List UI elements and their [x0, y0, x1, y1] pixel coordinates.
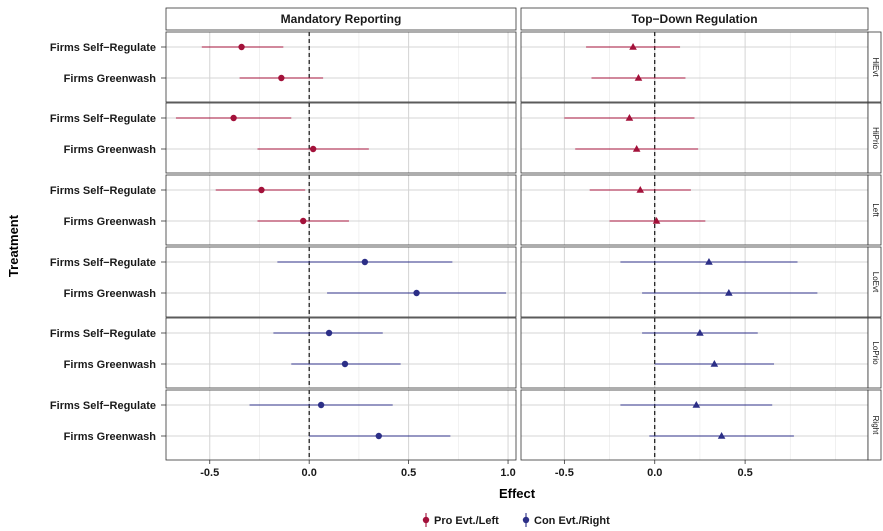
point-estimate: [710, 360, 719, 367]
y-tick-label: Firms Greenwash: [64, 73, 157, 85]
facet-panel: [165, 102, 517, 174]
x-tick-label: -0.5: [555, 467, 574, 479]
facet-panel-border: [165, 389, 517, 461]
facet-header-label: Top−Down Regulation: [631, 12, 757, 26]
point-estimate: [696, 329, 704, 336]
x-tick-label: 0.0: [302, 467, 317, 479]
x-tick-label: -0.5: [200, 467, 219, 479]
x-tick-label: 0.5: [737, 467, 752, 479]
point-estimate: [375, 432, 382, 440]
facet-row-strip: [867, 102, 882, 174]
facet-header-strip: [165, 7, 517, 31]
facet-row-label: Right: [871, 416, 880, 435]
facet-panel-border: [520, 317, 869, 389]
y-tick-label: Firms Self−Regulate: [50, 113, 156, 125]
y-tick-label: Firms Greenwash: [64, 288, 157, 300]
y-tick-label: Firms Self−Regulate: [50, 400, 156, 412]
point-estimate: [652, 217, 661, 224]
facet-panel-border: [165, 246, 517, 318]
facet-row-strip: [867, 317, 882, 389]
point-estimate: [625, 114, 634, 121]
legend-label: Con Evt./Right: [534, 515, 610, 527]
facet-panel: [520, 174, 869, 246]
facet-panel-border: [165, 174, 517, 246]
facet-row-label: LoEvt: [871, 272, 880, 293]
facet-panel-border: [165, 317, 517, 389]
facet-panel: [520, 246, 869, 318]
facet-row-strip: [867, 246, 882, 318]
facet-panel: [165, 31, 517, 103]
point-estimate: [325, 329, 333, 337]
point-estimate: [692, 401, 701, 408]
point-estimate: [636, 186, 645, 193]
legend-key-marker: [422, 516, 430, 524]
facet-row-strip: [867, 389, 882, 461]
y-tick-label: Firms Self−Regulate: [50, 328, 156, 340]
y-tick-label: Firms Self−Regulate: [50, 257, 156, 269]
y-tick-label: Firms Self−Regulate: [50, 185, 156, 197]
x-tick-label: 0.0: [647, 467, 662, 479]
legend-key-marker: [522, 516, 530, 524]
facet-panel: [165, 317, 517, 389]
y-tick-label: Firms Greenwash: [64, 144, 157, 156]
facet-panel-border: [520, 174, 869, 246]
point-estimate: [309, 145, 317, 153]
y-axis-title: Treatment: [6, 214, 21, 277]
facet-row-label: Left: [871, 203, 880, 217]
facet-panel-border: [520, 246, 869, 318]
point-estimate: [278, 74, 285, 82]
facet-panel: [165, 246, 517, 318]
point-estimate: [634, 74, 643, 81]
point-estimate: [629, 43, 637, 50]
x-tick-label: 1.0: [500, 467, 515, 479]
facet-row-label: HiEvt: [871, 57, 880, 77]
point-estimate: [413, 289, 420, 297]
facet-row-label: LoPrio: [871, 341, 880, 365]
facet-panel: [520, 317, 869, 389]
facet-panel: [520, 389, 869, 461]
y-tick-label: Firms Greenwash: [64, 216, 157, 228]
y-tick-label: Firms Greenwash: [64, 431, 157, 443]
legend-label: Pro Evt./Left: [434, 515, 499, 527]
x-tick-label: 0.5: [401, 467, 416, 479]
point-estimate: [361, 258, 369, 266]
facet-panel-border: [165, 102, 517, 174]
facet-panel-border: [165, 31, 517, 103]
facet-row-label: HiPrio: [871, 127, 880, 149]
facet-header-strip: [520, 7, 869, 31]
point-estimate: [238, 43, 245, 51]
y-tick-label: Firms Self−Regulate: [50, 42, 156, 54]
point-estimate: [258, 186, 265, 194]
facet-panel-border: [520, 389, 869, 461]
facet-panel-border: [520, 31, 869, 103]
point-estimate: [705, 258, 713, 265]
point-estimate: [725, 289, 733, 296]
facet-panel: [520, 31, 869, 103]
facet-panel: [520, 102, 869, 174]
facet-panel: [165, 174, 517, 246]
point-estimate: [632, 145, 641, 152]
facet-panel: [165, 389, 517, 461]
facet-row-strip: [867, 31, 882, 103]
point-estimate: [717, 432, 726, 439]
point-estimate: [317, 401, 325, 409]
point-estimate: [300, 217, 307, 225]
facet-header-label: Mandatory Reporting: [281, 12, 402, 26]
point-estimate: [230, 114, 237, 122]
facet-row-strip: [867, 174, 882, 246]
y-tick-label: Firms Greenwash: [64, 359, 157, 371]
point-estimate: [341, 360, 349, 368]
facet-panel-border: [520, 102, 869, 174]
x-axis-title: Effect: [499, 486, 536, 501]
